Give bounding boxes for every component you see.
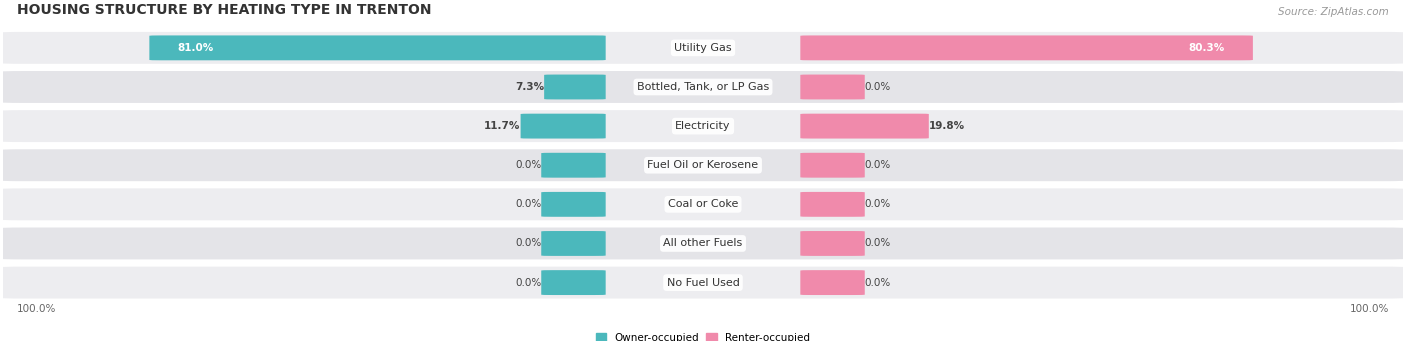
FancyBboxPatch shape (800, 231, 865, 256)
FancyBboxPatch shape (0, 71, 1406, 103)
FancyBboxPatch shape (800, 192, 865, 217)
FancyBboxPatch shape (800, 153, 865, 178)
Text: 0.0%: 0.0% (515, 199, 541, 209)
FancyBboxPatch shape (541, 231, 606, 256)
FancyBboxPatch shape (0, 149, 1406, 181)
Text: 0.0%: 0.0% (865, 160, 891, 170)
Text: Electricity: Electricity (675, 121, 731, 131)
Text: Source: ZipAtlas.com: Source: ZipAtlas.com (1278, 8, 1389, 17)
Text: 0.0%: 0.0% (515, 278, 541, 287)
FancyBboxPatch shape (541, 270, 606, 295)
Text: 7.3%: 7.3% (515, 82, 544, 92)
Text: 0.0%: 0.0% (865, 238, 891, 249)
Text: 81.0%: 81.0% (177, 43, 214, 53)
FancyBboxPatch shape (800, 270, 865, 295)
FancyBboxPatch shape (149, 35, 606, 60)
FancyBboxPatch shape (541, 153, 606, 178)
Text: 0.0%: 0.0% (865, 82, 891, 92)
FancyBboxPatch shape (541, 192, 606, 217)
FancyBboxPatch shape (544, 75, 606, 100)
Text: 0.0%: 0.0% (515, 238, 541, 249)
Text: Coal or Coke: Coal or Coke (668, 199, 738, 209)
Text: 0.0%: 0.0% (865, 199, 891, 209)
Text: HOUSING STRUCTURE BY HEATING TYPE IN TRENTON: HOUSING STRUCTURE BY HEATING TYPE IN TRE… (17, 3, 432, 17)
FancyBboxPatch shape (0, 32, 1406, 64)
Text: Utility Gas: Utility Gas (675, 43, 731, 53)
Text: 0.0%: 0.0% (515, 160, 541, 170)
Text: No Fuel Used: No Fuel Used (666, 278, 740, 287)
FancyBboxPatch shape (800, 75, 865, 100)
FancyBboxPatch shape (0, 227, 1406, 260)
FancyBboxPatch shape (0, 267, 1406, 298)
Text: 80.3%: 80.3% (1188, 43, 1225, 53)
FancyBboxPatch shape (800, 35, 1253, 60)
Text: 100.0%: 100.0% (17, 304, 56, 314)
Text: All other Fuels: All other Fuels (664, 238, 742, 249)
Legend: Owner-occupied, Renter-occupied: Owner-occupied, Renter-occupied (596, 332, 810, 341)
Text: 100.0%: 100.0% (1350, 304, 1389, 314)
FancyBboxPatch shape (0, 188, 1406, 220)
Text: Fuel Oil or Kerosene: Fuel Oil or Kerosene (647, 160, 759, 170)
FancyBboxPatch shape (520, 114, 606, 138)
Text: 11.7%: 11.7% (484, 121, 520, 131)
FancyBboxPatch shape (0, 110, 1406, 142)
Text: 0.0%: 0.0% (865, 278, 891, 287)
FancyBboxPatch shape (800, 114, 929, 138)
Text: 19.8%: 19.8% (929, 121, 965, 131)
Text: Bottled, Tank, or LP Gas: Bottled, Tank, or LP Gas (637, 82, 769, 92)
